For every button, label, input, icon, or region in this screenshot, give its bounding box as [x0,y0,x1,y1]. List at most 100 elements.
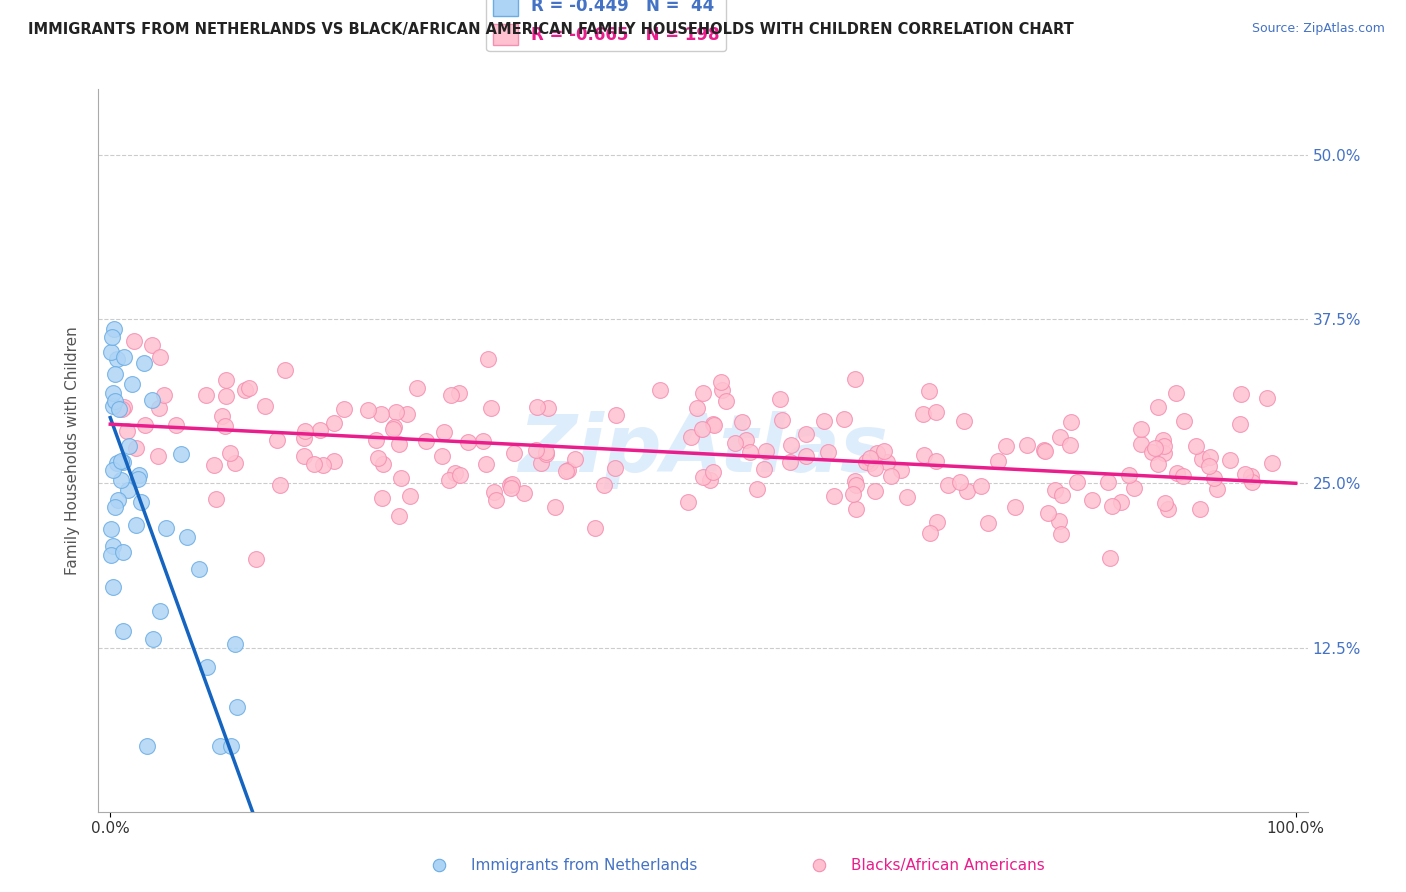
Point [1261,456,1284,470]
Point [128,467,150,482]
Point [583,521,606,535]
Point [211,409,233,423]
Point [1144,442,1167,456]
Point [129,495,152,509]
Point [925,453,948,467]
Point [955,484,977,499]
Point [107,493,129,508]
Point [274,363,297,377]
Point [977,516,1000,531]
Point [1050,488,1073,502]
Point [238,381,260,395]
Point [1191,451,1213,466]
Point [475,457,498,471]
Point [681,430,703,444]
Point [1199,450,1222,465]
Point [195,388,218,402]
Point [1033,443,1056,458]
Point [124,441,146,455]
Point [534,445,557,459]
Point [218,446,240,460]
Point [1129,436,1152,450]
Point [1219,453,1241,467]
Point [100,548,122,562]
Point [1004,500,1026,515]
Point [308,423,330,437]
Point [101,330,124,344]
Point [111,401,134,416]
Point [1080,493,1102,508]
Point [1156,502,1178,516]
Point [702,417,724,431]
Point [1109,495,1132,509]
Point [970,479,993,493]
Point [112,545,135,559]
Point [724,435,747,450]
Point [112,454,135,468]
Point [382,420,405,434]
Point [148,401,170,416]
Point [118,439,141,453]
Point [605,408,627,422]
Point [122,334,145,348]
Point [564,451,586,466]
Point [925,515,948,529]
Point [534,447,557,461]
Point [863,461,886,475]
Point [1204,471,1226,485]
Point [266,434,288,448]
Point [526,400,548,414]
Point [686,401,709,415]
Point [880,468,903,483]
Point [101,580,124,594]
Point [149,604,172,618]
Point [204,458,226,472]
Point [312,458,335,473]
Point [1229,417,1251,431]
Point [389,471,412,485]
Point [101,386,124,401]
Point [433,425,456,439]
Point [399,489,422,503]
Point [364,433,387,447]
Point [499,482,522,496]
Point [302,457,325,471]
Point [936,477,959,491]
Point [1146,457,1168,471]
Point [949,475,972,490]
Point [779,455,801,469]
Point [382,422,405,436]
Point [710,384,733,398]
Point [388,436,411,450]
Point [104,367,127,381]
Point [104,500,127,515]
Text: Immigrants from Netherlands: Immigrants from Netherlands [471,858,697,872]
Point [127,472,149,486]
Point [1060,415,1083,429]
Point [100,522,122,536]
Point [832,412,855,426]
Point [1050,527,1073,541]
Point [449,467,471,482]
Point [557,463,579,477]
Point [224,456,246,470]
Point [1241,475,1264,489]
Point [912,448,935,462]
Point [142,632,165,646]
Point [136,739,159,753]
Point [710,376,733,390]
Point [371,491,394,505]
Point [1043,483,1066,497]
Point [205,491,228,506]
Point [294,431,316,445]
Y-axis label: Family Households with Children: Family Households with Children [65,326,80,574]
Point [1240,469,1263,483]
Point [842,487,865,501]
Point [1230,387,1253,401]
Point [112,350,135,364]
Point [1153,438,1175,452]
Point [823,489,845,503]
Point [845,501,868,516]
Point [1189,501,1212,516]
Point [953,414,976,428]
